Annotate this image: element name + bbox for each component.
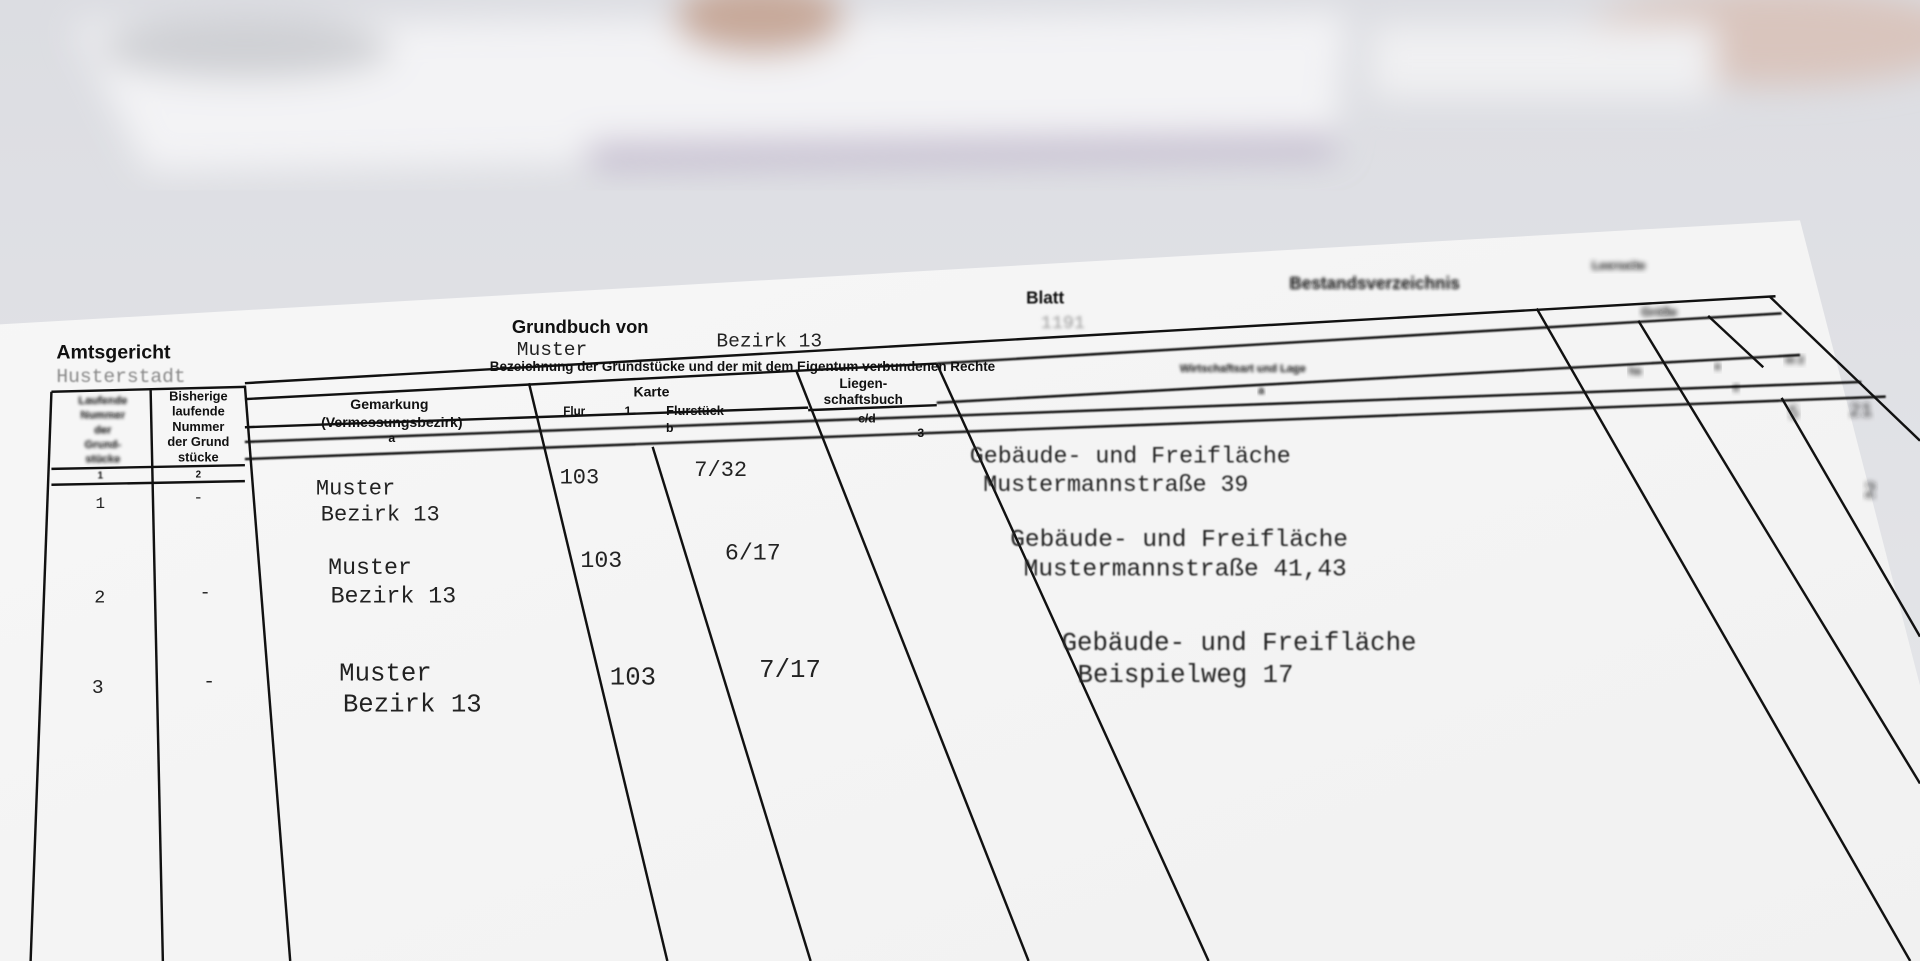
row-use: Gebäude- und Freifläche [1010, 527, 1348, 554]
table-row: 3 - Muster Bezirk 13 103 7/17 Gebäude- u… [92, 629, 1417, 719]
table-row: 2 - Muster Bezirk 13 103 6/17 Gebäude- u… [94, 527, 1348, 609]
row-previous: - [193, 489, 203, 507]
row-location: Mustermannstraße 41,43 [1024, 556, 1347, 583]
row-number: 3 [92, 677, 104, 699]
header-text: der Grund [167, 434, 229, 449]
karte-header: Karte [633, 384, 669, 400]
row-previous: - [203, 671, 215, 693]
cd-label: c/d [858, 411, 876, 425]
size-value: 2 [1864, 479, 1877, 504]
row-gemarkung-1: Muster [328, 555, 412, 581]
page-header: Amtsgericht Husterstadt Grundbuch von Mu… [56, 258, 1645, 388]
header-text: laufende [172, 404, 225, 419]
section-note: Leerseite [1592, 258, 1646, 272]
header-text: Bisherige [169, 388, 228, 403]
gemarkung-header: Gemarkung [350, 396, 428, 412]
paper-sheet [0, 220, 1920, 961]
m2-label: m 2 [1785, 355, 1804, 367]
row-location: Mustermannstraße 39 [983, 472, 1248, 498]
table-grid [29, 295, 1920, 961]
court-value: Husterstadt [56, 366, 185, 388]
court-label: Amtsgericht [56, 342, 171, 364]
ar-label: a [1714, 361, 1721, 373]
sheet-value: 1191 [1041, 313, 1085, 334]
row-gemarkung-2: Bezirk 13 [331, 583, 457, 609]
index-1: 1 [98, 471, 104, 482]
col-bisherige-nummer: Bisherige laufende Nummer der Grund stüc… [167, 388, 229, 464]
header-text: Nummer [81, 410, 126, 422]
row-location: Beispielweg 17 [1078, 661, 1294, 690]
header-text: Laufende [78, 395, 127, 407]
ha-label: ha [1629, 366, 1643, 378]
size-value: 5 [1788, 403, 1800, 425]
table-row: 1 - Muster Bezirk 13 103 7/32 Gebäude- u… [96, 444, 1291, 528]
row-gemarkung-2: Bezirk 13 [343, 690, 482, 719]
groesse-header: Größe [1641, 305, 1677, 319]
wa-letter: a [1258, 385, 1265, 397]
header-text: stücke [178, 450, 219, 465]
flur-header: Flur [563, 405, 585, 418]
sheet-label: Blatt [1026, 288, 1064, 308]
row-flurstueck: 6/17 [725, 540, 781, 566]
row-flurstueck: 7/17 [759, 656, 821, 685]
wirtschaftsart-header: Wirtschaftsart und Lage [1180, 363, 1306, 375]
row-previous: - [200, 582, 211, 603]
liegenschaft-header-1: Liegen- [839, 376, 887, 391]
book-value-1: Muster [517, 339, 588, 361]
group-title: Bezeichnung der Grundstücke und der mit … [490, 359, 996, 374]
size-value: 21 [1849, 400, 1873, 422]
table-header: Bezeichnung der Grundstücke und der mit … [78, 305, 1876, 504]
header-text: der [94, 424, 112, 436]
col-laufende-nummer: Laufende Nummer der Grund- stücke [78, 395, 127, 466]
book-value-2: Bezirk 13 [716, 330, 822, 352]
row-number: 1 [96, 495, 106, 513]
row-flur: 103 [580, 548, 622, 574]
header-text: Nummer [172, 419, 224, 434]
row-flurstueck: 7/32 [694, 458, 747, 483]
gemarkung-sub-header: (Vermessungsbezirk) [321, 414, 462, 430]
row-use: Gebäude- und Freifläche [970, 444, 1291, 470]
row-gemarkung-2: Bezirk 13 [321, 502, 440, 527]
header-text: Grund- [85, 439, 122, 451]
index-2: 2 [196, 469, 202, 480]
row-number: 2 [94, 587, 105, 608]
a-label: a [388, 431, 395, 445]
liegenschaft-header-2: schaftsbuch [824, 392, 903, 407]
flur-number: 1 [624, 404, 631, 418]
four-label: 4 [1733, 383, 1740, 395]
row-flur: 103 [560, 466, 600, 491]
row-gemarkung-1: Muster [316, 477, 395, 502]
flurstueck-header: Flurstück [666, 403, 725, 418]
row-flur: 103 [610, 663, 656, 692]
b-label: b [666, 421, 673, 435]
section-title: Bestandsverzeichnis [1289, 273, 1459, 293]
three-label: 3 [917, 426, 924, 440]
header-text: stücke [85, 454, 120, 466]
book-label: Grundbuch von [512, 316, 649, 337]
row-gemarkung-1: Muster [339, 660, 432, 689]
row-use: Gebäude- und Freifläche [1062, 629, 1417, 658]
